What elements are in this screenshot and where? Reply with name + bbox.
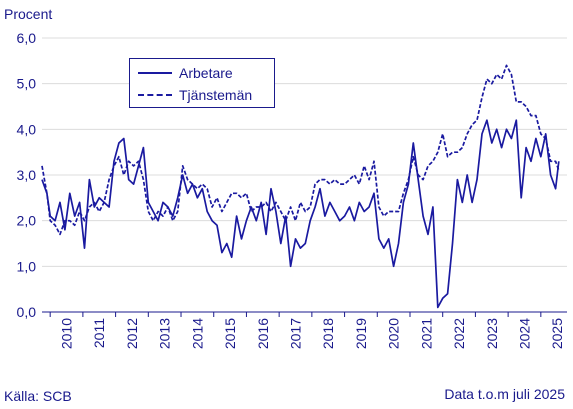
y-tick-label: 0,0 (17, 304, 37, 320)
x-tick-label: 2013 (157, 318, 173, 349)
y-tick-label: 3,0 (17, 167, 37, 183)
x-tick-label: 2022 (451, 318, 467, 349)
x-tick-label: 2014 (189, 318, 205, 349)
x-tick-label: 2012 (124, 318, 140, 349)
y-tick-label: 6,0 (17, 30, 37, 46)
x-tick-label: 2017 (288, 318, 304, 349)
x-tick-label: 2023 (484, 318, 500, 349)
y-tick-label: 1,0 (17, 258, 37, 274)
legend-swatch-solid (138, 72, 172, 74)
x-tick-label: 2025 (549, 318, 565, 349)
grid-lines (42, 37, 567, 267)
y-tick-label: 5,0 (17, 76, 37, 92)
chart-legend: Arbetare Tjänstemän (129, 58, 275, 108)
x-tick-label: 2011 (91, 318, 107, 348)
y-axis-unit-label: Procent (4, 6, 53, 22)
legend-label: Tjänstemän (179, 87, 253, 103)
x-tick-label: 2015 (222, 318, 238, 349)
legend-item-arbetare: Arbetare (138, 64, 233, 82)
x-tick-label: 2010 (59, 318, 75, 349)
legend-label: Arbetare (179, 65, 233, 81)
series-line-arbetare (41, 119, 560, 309)
x-tick-label: 2016 (255, 318, 271, 349)
y-tick-label: 2,0 (17, 213, 37, 229)
source-label: Källa: SCB (4, 388, 72, 404)
legend-swatch-dashed (138, 94, 172, 96)
x-tick-label: 2019 (353, 318, 369, 349)
x-tick-label: 2021 (418, 318, 434, 349)
series-line-tjanstemen (41, 64, 560, 236)
x-tick-label: 2020 (386, 318, 402, 349)
x-tick-label: 2024 (516, 318, 532, 349)
tick-labels: 0,0 1,0 2,0 3,0 4,0 5,0 6,0 2010 2011 2012 2013 201… (17, 30, 566, 349)
legend-item-tjanstemen: Tjänstemän (138, 86, 252, 104)
data-note: Data t.o.m juli 2025 (444, 386, 565, 402)
y-tick-label: 4,0 (17, 121, 37, 137)
axes (42, 311, 567, 317)
x-tick-label: 2018 (320, 318, 336, 349)
series-lines (41, 64, 560, 309)
